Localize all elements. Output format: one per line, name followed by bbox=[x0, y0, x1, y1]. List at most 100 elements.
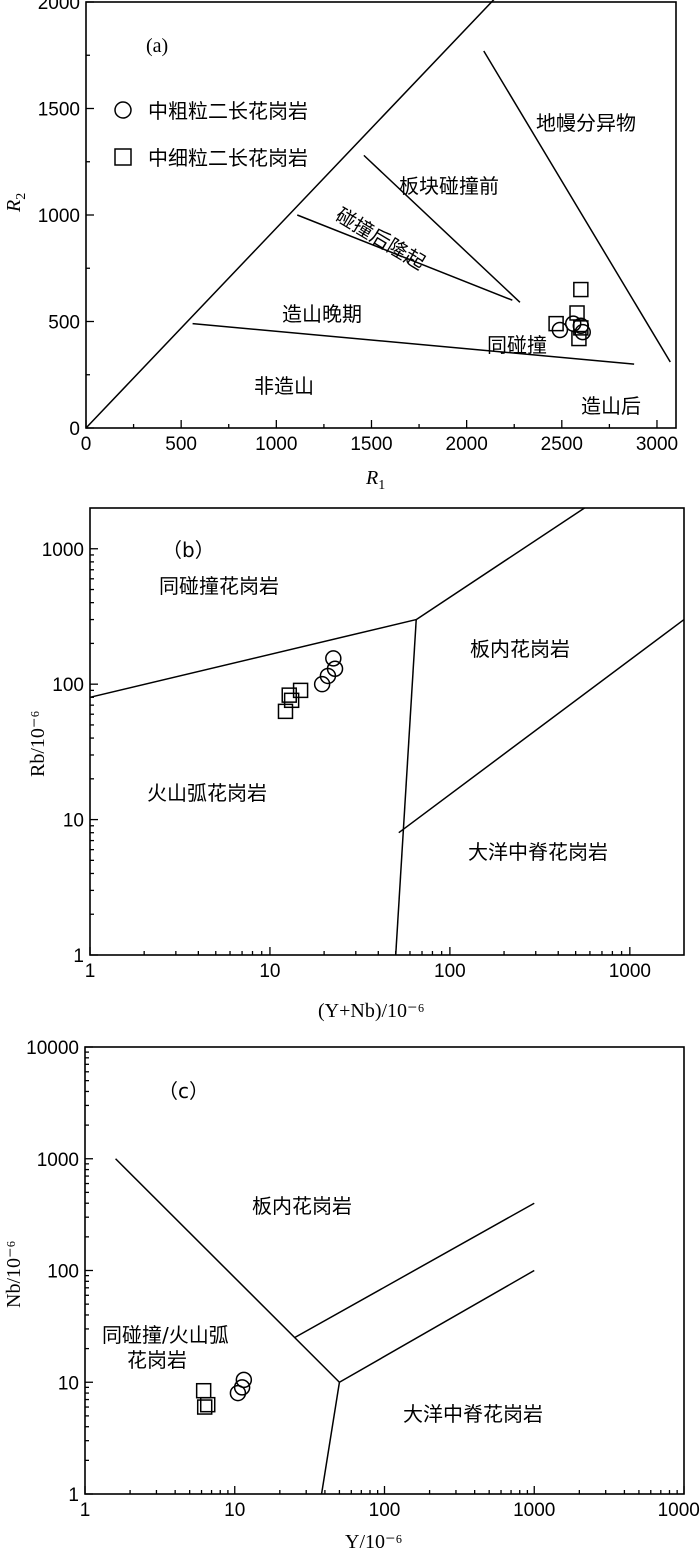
field-label-within-plate-granite-c: 板内花岗岩 bbox=[252, 1194, 352, 1218]
boundary-line bbox=[339, 1269, 535, 1383]
data-point-square bbox=[573, 281, 589, 298]
field-label-anorogenic: 非造山 bbox=[254, 374, 314, 398]
y-tick-label: 1500 bbox=[38, 100, 80, 121]
field-label-ocean-ridge-granite-c: 大洋中脊花岗岩 bbox=[403, 1402, 543, 1426]
data-point-circle bbox=[325, 650, 342, 667]
panel-c-frame bbox=[84, 1046, 685, 1495]
legend-label-fine: 中细粒二长花岗岩 bbox=[148, 146, 308, 170]
panel-a-y-axis-title: R2 bbox=[3, 193, 29, 213]
data-point-circle bbox=[313, 675, 331, 693]
x-tick-label: 10 bbox=[259, 961, 280, 982]
y-tick-label: 100 bbox=[52, 675, 84, 696]
x-tick-label: 500 bbox=[165, 434, 197, 455]
panel-c-data-points bbox=[195, 1371, 253, 1415]
boundary-line bbox=[192, 322, 635, 365]
y-tick-label: 100 bbox=[47, 1262, 79, 1283]
boundary-line bbox=[115, 1158, 340, 1383]
x-tick-label: 2500 bbox=[541, 434, 583, 455]
boundary-line bbox=[293, 1202, 535, 1339]
field-label-post-collision-uplift: 碰撞后隆起 bbox=[331, 203, 429, 275]
boundary-line bbox=[394, 619, 417, 956]
panel-c-ticks: 1 10 100 1000 10000 1 10 100 1000 10000 bbox=[26, 1038, 700, 1521]
data-point-circle bbox=[235, 1371, 253, 1389]
data-point-square bbox=[292, 682, 309, 699]
panel-a-data-points bbox=[548, 281, 591, 347]
data-point-square bbox=[277, 703, 294, 720]
axis-subscript: 1 bbox=[378, 478, 385, 493]
boundary-line bbox=[320, 1382, 341, 1495]
panel-a-frame bbox=[85, 1, 677, 429]
panel-c-label: （c） bbox=[158, 1079, 209, 1103]
y-tick-label: 0 bbox=[69, 419, 80, 440]
x-tick-label: 1500 bbox=[350, 434, 392, 455]
panel-c-boundary-lines bbox=[115, 1158, 535, 1495]
y-tick-label: 1000 bbox=[37, 1150, 79, 1171]
y-tick-label: 500 bbox=[48, 313, 80, 334]
field-label-within-plate-granite: 板内花岗岩 bbox=[470, 637, 570, 661]
boundary-line bbox=[89, 618, 417, 699]
field-label-syn-collision-volcanic-arc: 同碰撞/火山弧 bbox=[102, 1323, 229, 1347]
legend-square-marker bbox=[114, 148, 132, 166]
field-label-mantle: 地幔分异物 bbox=[536, 111, 636, 135]
panel-a-legend: 中粗粒二长花岗岩 中细粒二长花岗岩 bbox=[114, 99, 308, 170]
panel-a-label: (a) bbox=[146, 35, 168, 57]
x-tick-label: 10000 bbox=[658, 1500, 700, 1521]
legend-circle-marker bbox=[114, 101, 132, 119]
field-label-volcanic-arc-granite: 火山弧花岗岩 bbox=[147, 781, 267, 805]
panel-c-nb-vs-y: 1 10 100 1000 10000 1 10 100 1000 10000 （c） 板内花岗岩… bbox=[3, 1038, 700, 1553]
boundary-line bbox=[363, 154, 521, 303]
data-point-circle bbox=[233, 1379, 251, 1396]
x-tick-label: 3000 bbox=[636, 434, 678, 455]
panel-a-x-axis-title: R1 bbox=[365, 467, 385, 493]
panel-a-boundary-lines bbox=[85, 0, 671, 429]
panel-b-label: （b） bbox=[162, 538, 215, 562]
x-tick-label: 100 bbox=[369, 1500, 401, 1521]
field-label-syn-collision-granite: 同碰撞花岗岩 bbox=[159, 574, 279, 598]
data-point-square bbox=[283, 692, 300, 709]
boundary-line bbox=[398, 618, 685, 834]
panel-a-ticks: 0 500 1000 1500 2000 2500 3000 0 500 1000 1500 2000 bbox=[38, 0, 678, 455]
y-tick-label: 2000 bbox=[38, 0, 80, 14]
panel-c-x-axis-title: Y/10⁻⁶ bbox=[345, 1531, 403, 1553]
data-point-square bbox=[196, 1399, 213, 1415]
panel-b-ticks: 1 10 100 1000 1 10 100 1000 bbox=[42, 540, 651, 982]
data-point-square bbox=[195, 1382, 212, 1399]
y-tick-label: 1 bbox=[68, 1485, 79, 1506]
data-point-circle bbox=[326, 660, 344, 677]
x-tick-label: 2000 bbox=[446, 434, 488, 455]
x-tick-label: 1000 bbox=[255, 434, 297, 455]
panel-b-y-axis-title: Rb/10⁻⁶ bbox=[27, 711, 49, 777]
field-label-late-orogenic: 造山晚期 bbox=[282, 302, 362, 326]
y-tick-label: 1 bbox=[73, 946, 84, 967]
panel-a-ternary-discrimination: 0 500 1000 1500 2000 2500 3000 0 500 1000 1500 2000… bbox=[3, 0, 678, 493]
data-point-square bbox=[281, 687, 297, 703]
data-point-square bbox=[548, 315, 564, 332]
x-tick-label: 0 bbox=[81, 434, 92, 455]
y-tick-label: 10 bbox=[63, 811, 84, 832]
field-label-ocean-ridge-granite: 大洋中脊花岗岩 bbox=[468, 840, 608, 864]
panel-b-data-points bbox=[277, 650, 344, 720]
panel-b-rb-vs-y-nb: 1 10 100 1000 1 10 100 1000 （b） 同碰撞花岗岩 板内花岗岩 火山… bbox=[27, 507, 685, 1022]
field-label-pre-collision: 板块碰撞前 bbox=[399, 174, 499, 198]
boundary-line bbox=[296, 214, 513, 301]
data-point-square bbox=[571, 330, 587, 347]
y-tick-label: 10000 bbox=[26, 1038, 79, 1059]
boundary-line bbox=[85, 0, 495, 429]
legend-label-coarse: 中粗粒二长花岗岩 bbox=[148, 99, 308, 123]
y-tick-label: 1000 bbox=[42, 540, 84, 561]
panel-b-boundary-lines bbox=[89, 507, 685, 956]
x-tick-label: 10 bbox=[224, 1500, 245, 1521]
x-tick-label: 1000 bbox=[609, 961, 651, 982]
panel-b-frame bbox=[89, 507, 685, 956]
boundary-line bbox=[415, 507, 585, 621]
y-tick-label: 1000 bbox=[38, 206, 80, 227]
axis-subscript: 2 bbox=[14, 193, 29, 200]
field-label-post-orogenic: 造山后 bbox=[581, 394, 641, 418]
panel-c-y-axis-title: Nb/10⁻⁶ bbox=[3, 1240, 25, 1308]
y-tick-label: 10 bbox=[58, 1373, 79, 1394]
field-label-syn-collision: 同碰撞 bbox=[487, 333, 547, 357]
data-point-square bbox=[569, 305, 585, 321]
x-tick-label: 1000 bbox=[513, 1500, 555, 1521]
boundary-line bbox=[483, 50, 671, 363]
